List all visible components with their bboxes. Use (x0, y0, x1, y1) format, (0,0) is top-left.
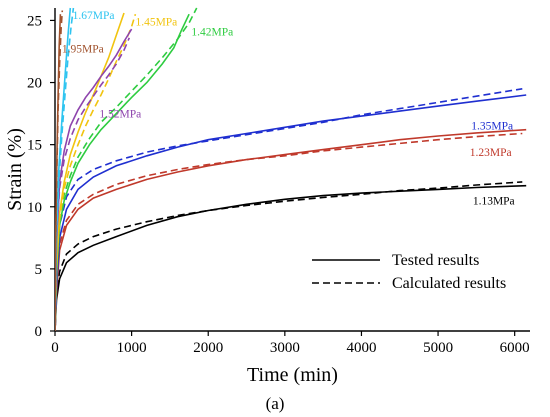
series-label-1.95MPa: 1.95MPa (62, 44, 104, 56)
series-label-1.52MPa: 1.52MPa (99, 108, 141, 120)
tested-curve-1.23MPa (55, 130, 526, 331)
x-axis-title: Time (min) (247, 364, 338, 386)
legend-label: Tested results (392, 252, 479, 269)
tested-curve-1.42MPa (55, 14, 189, 331)
figure-caption: (a) (266, 394, 285, 413)
x-tick-label: 3000 (270, 340, 300, 356)
x-tick-label: 1000 (117, 340, 147, 356)
series-label-1.42MPa: 1.42MPa (191, 26, 233, 38)
y-axis-title: Strain (%) (4, 128, 26, 211)
series-labels: 1.13MPa 1.23MPa 1.35MPa 1.42MPa 1.45MPa 1.52M… (62, 10, 515, 207)
series-label-1.67MPa: 1.67MPa (73, 10, 115, 22)
x-tick-label: 6000 (500, 340, 530, 356)
y-tick-label: 5 (35, 262, 43, 278)
y-tick-label: 15 (27, 138, 42, 154)
series-label-1.13MPa: 1.13MPa (473, 195, 515, 207)
x-tick-label: 0 (51, 340, 59, 356)
x-tick-label: 5000 (423, 340, 453, 356)
y-tick-label: 20 (27, 76, 42, 92)
x-tick-label: 4000 (346, 340, 376, 356)
axes: 0 1000 2000 3000 4000 5000 6000 0 5 10 15 20 25 (27, 8, 530, 356)
y-tick-label: 10 (27, 200, 42, 216)
x-tick-label: 2000 (193, 340, 223, 356)
series-label-1.35MPa: 1.35MPa (471, 121, 513, 133)
y-tick-label: 0 (35, 324, 43, 340)
series-label-1.45MPa: 1.45MPa (135, 16, 177, 28)
series-label-1.23MPa: 1.23MPa (470, 147, 512, 159)
legend-label: Calculated results (392, 275, 506, 292)
tested-curve-1.35MPa (55, 95, 526, 331)
calculated-curve-1.35MPa (55, 89, 522, 331)
legend: Tested results Calculated results (312, 252, 506, 292)
y-tick-label: 25 (27, 13, 42, 29)
